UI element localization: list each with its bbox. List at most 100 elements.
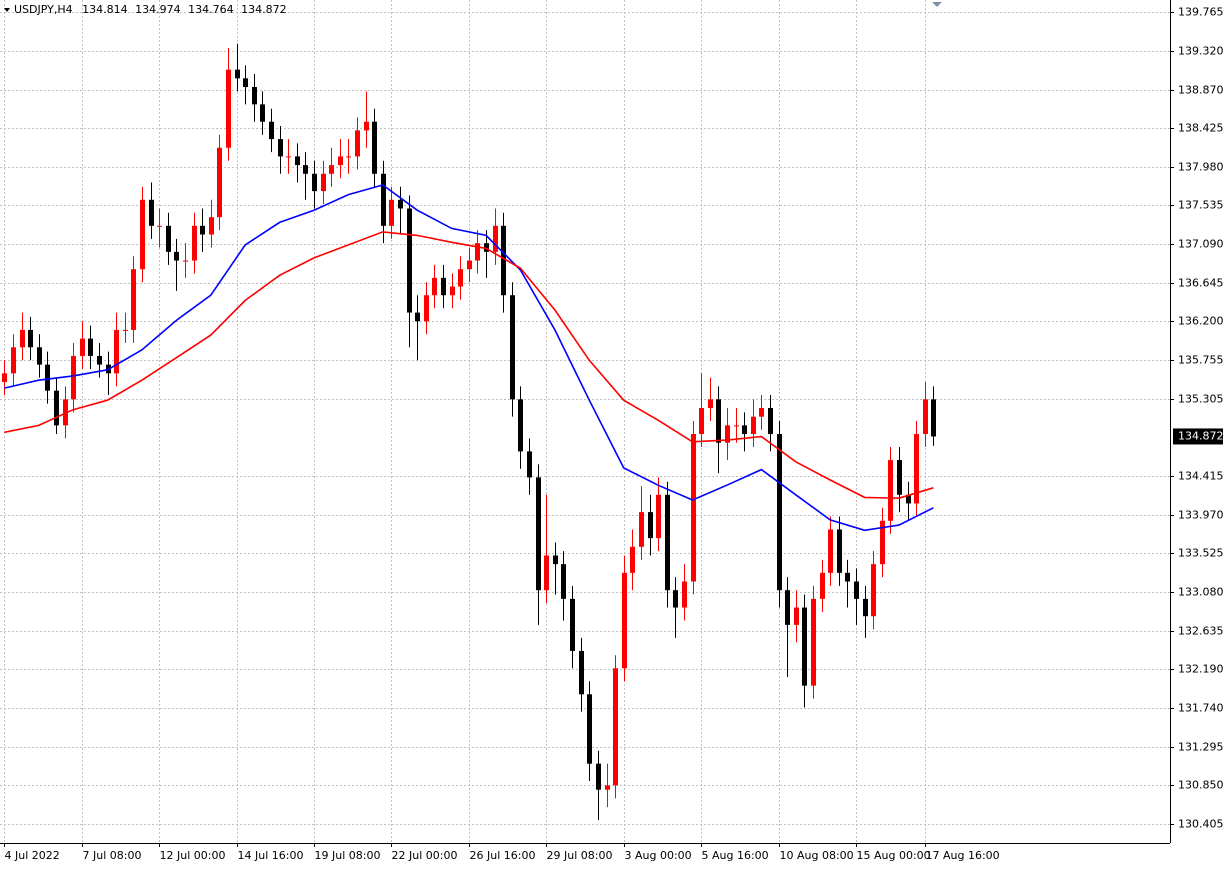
x-tick-label: 14 Jul 16:00 (238, 849, 304, 862)
candle-body (845, 572, 850, 582)
candle-body (639, 512, 644, 547)
candle-body (691, 434, 696, 582)
x-tick-label: 4 Jul 2022 (5, 849, 60, 862)
shift-marker[interactable] (932, 2, 942, 7)
candle-body (751, 416, 756, 435)
candle-body (897, 460, 902, 495)
x-tick-label: 29 Jul 08:00 (547, 849, 613, 862)
x-tick-label: 3 Aug 00:00 (625, 849, 692, 862)
candle-body (71, 355, 76, 400)
moving-average (4, 231, 934, 500)
candle-body (484, 243, 489, 252)
candle-body (527, 451, 532, 478)
candle-body (828, 529, 833, 573)
candle-body (415, 312, 420, 322)
candle-body (329, 165, 334, 174)
candle-body (648, 512, 653, 539)
candle-body (424, 295, 429, 322)
candle-body (398, 199, 403, 209)
x-tick-label: 17 Aug 16:00 (926, 849, 1000, 862)
candle-body (777, 434, 782, 591)
x-tick-label: 22 Jul 00:00 (392, 849, 458, 862)
candle-body (820, 572, 825, 599)
candle-body (553, 555, 558, 565)
candle-body (888, 460, 893, 521)
candle-body (286, 156, 291, 158)
y-tick-label: 138.870 (1178, 84, 1224, 97)
y-tick-label: 133.080 (1178, 586, 1224, 599)
candle-body (880, 520, 885, 565)
candle-body (837, 529, 842, 573)
candle-body (278, 139, 283, 157)
y-tick-label: 135.755 (1178, 354, 1224, 367)
candle-body (355, 130, 360, 157)
y-tick-label: 136.200 (1178, 315, 1224, 328)
candle-body (802, 607, 807, 686)
candle-body (174, 251, 179, 261)
candle-body (561, 564, 566, 599)
candle-body (209, 217, 214, 235)
candle-body (493, 225, 498, 252)
last-price-label: 134.872 (1178, 429, 1224, 442)
candle-body (708, 399, 713, 409)
y-tick-label: 134.415 (1178, 470, 1224, 483)
candle-body (123, 329, 128, 331)
candle-body (613, 668, 618, 786)
header-low: 134.764 (188, 3, 234, 16)
x-tick-label: 15 Aug 00:00 (857, 849, 931, 862)
candle-body (596, 763, 601, 790)
candle-body (183, 260, 188, 262)
y-tick-label: 139.765 (1178, 6, 1224, 19)
candle-body (166, 225, 171, 252)
candle-body (252, 87, 257, 105)
candle-body (536, 477, 541, 591)
last-price-box (1173, 428, 1223, 445)
candle-body (321, 173, 326, 192)
menu-arrow[interactable] (4, 8, 10, 12)
candle-body (372, 121, 377, 174)
y-tick-label: 133.970 (1178, 509, 1224, 522)
candle-body (149, 199, 154, 226)
candle-body (432, 277, 437, 296)
y-tick-label: 133.525 (1178, 547, 1224, 560)
candle-body (734, 425, 739, 427)
candle-body (544, 555, 549, 591)
moving-average (4, 184, 934, 532)
candle-body (871, 564, 876, 617)
candle-body (364, 121, 369, 131)
candle-body (114, 329, 119, 374)
candle-body (338, 156, 343, 166)
candle-body (665, 494, 670, 591)
candle-body (854, 581, 859, 599)
y-tick-label: 130.405 (1178, 818, 1224, 831)
candle-body (518, 399, 523, 452)
candle-body (269, 121, 274, 140)
y-tick-label: 131.740 (1178, 702, 1224, 715)
candle-body (570, 598, 575, 651)
candle-body (303, 165, 308, 174)
candle-body (200, 225, 205, 235)
candle-body (450, 286, 455, 296)
x-tick-label: 5 Aug 16:00 (702, 849, 769, 862)
candle-body (467, 260, 472, 270)
candle-body (510, 295, 515, 400)
y-tick-label: 132.635 (1178, 625, 1224, 638)
x-tick-label: 19 Jul 08:00 (315, 849, 381, 862)
candle-body (759, 408, 764, 417)
y-tick-label: 138.425 (1178, 122, 1224, 135)
candle-body (475, 243, 480, 261)
y-tick-label: 132.190 (1178, 663, 1224, 676)
candle-body (192, 225, 197, 261)
candle-body (579, 650, 584, 695)
y-tick-label: 135.305 (1178, 393, 1224, 406)
candle-body (389, 199, 394, 226)
candle-body (260, 104, 265, 122)
x-tick-label: 7 Jul 08:00 (83, 849, 142, 862)
candle-body (811, 598, 816, 686)
candle-body (45, 364, 50, 391)
candle-body (656, 494, 661, 539)
candle-body (716, 399, 721, 443)
y-tick-label: 137.090 (1178, 238, 1224, 251)
candle-body (80, 338, 85, 356)
